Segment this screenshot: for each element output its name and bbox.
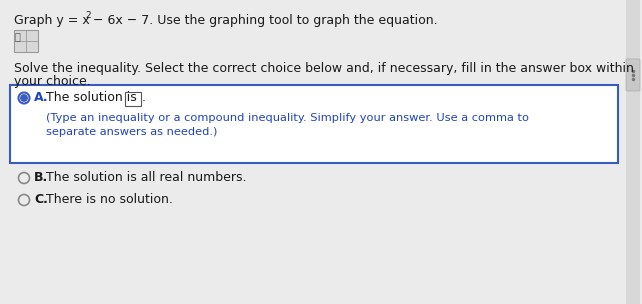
Text: A.: A. bbox=[34, 91, 49, 104]
FancyBboxPatch shape bbox=[626, 59, 640, 91]
Text: B.: B. bbox=[34, 171, 48, 184]
Text: The solution is all real numbers.: The solution is all real numbers. bbox=[46, 171, 247, 184]
Text: separate answers as needed.): separate answers as needed.) bbox=[46, 127, 218, 137]
FancyBboxPatch shape bbox=[10, 85, 618, 163]
Text: − 6x − 7. Use the graphing tool to graph the equation.: − 6x − 7. Use the graphing tool to graph… bbox=[89, 14, 438, 27]
Text: ⤢: ⤢ bbox=[15, 31, 21, 41]
FancyBboxPatch shape bbox=[125, 92, 141, 106]
Text: (Type an inequality or a compound inequality. Simplify your answer. Use a comma : (Type an inequality or a compound inequa… bbox=[46, 113, 529, 123]
Circle shape bbox=[21, 95, 27, 101]
FancyBboxPatch shape bbox=[626, 0, 640, 304]
Text: .: . bbox=[142, 91, 146, 104]
Text: C.: C. bbox=[34, 193, 48, 206]
FancyBboxPatch shape bbox=[14, 30, 38, 52]
Text: The solution is: The solution is bbox=[46, 91, 137, 104]
Text: 2: 2 bbox=[85, 11, 91, 20]
Text: There is no solution.: There is no solution. bbox=[46, 193, 173, 206]
Text: Solve the inequality. Select the correct choice below and, if necessary, fill in: Solve the inequality. Select the correct… bbox=[14, 62, 634, 75]
Text: your choice.: your choice. bbox=[14, 75, 91, 88]
Text: Graph y = x: Graph y = x bbox=[14, 14, 90, 27]
